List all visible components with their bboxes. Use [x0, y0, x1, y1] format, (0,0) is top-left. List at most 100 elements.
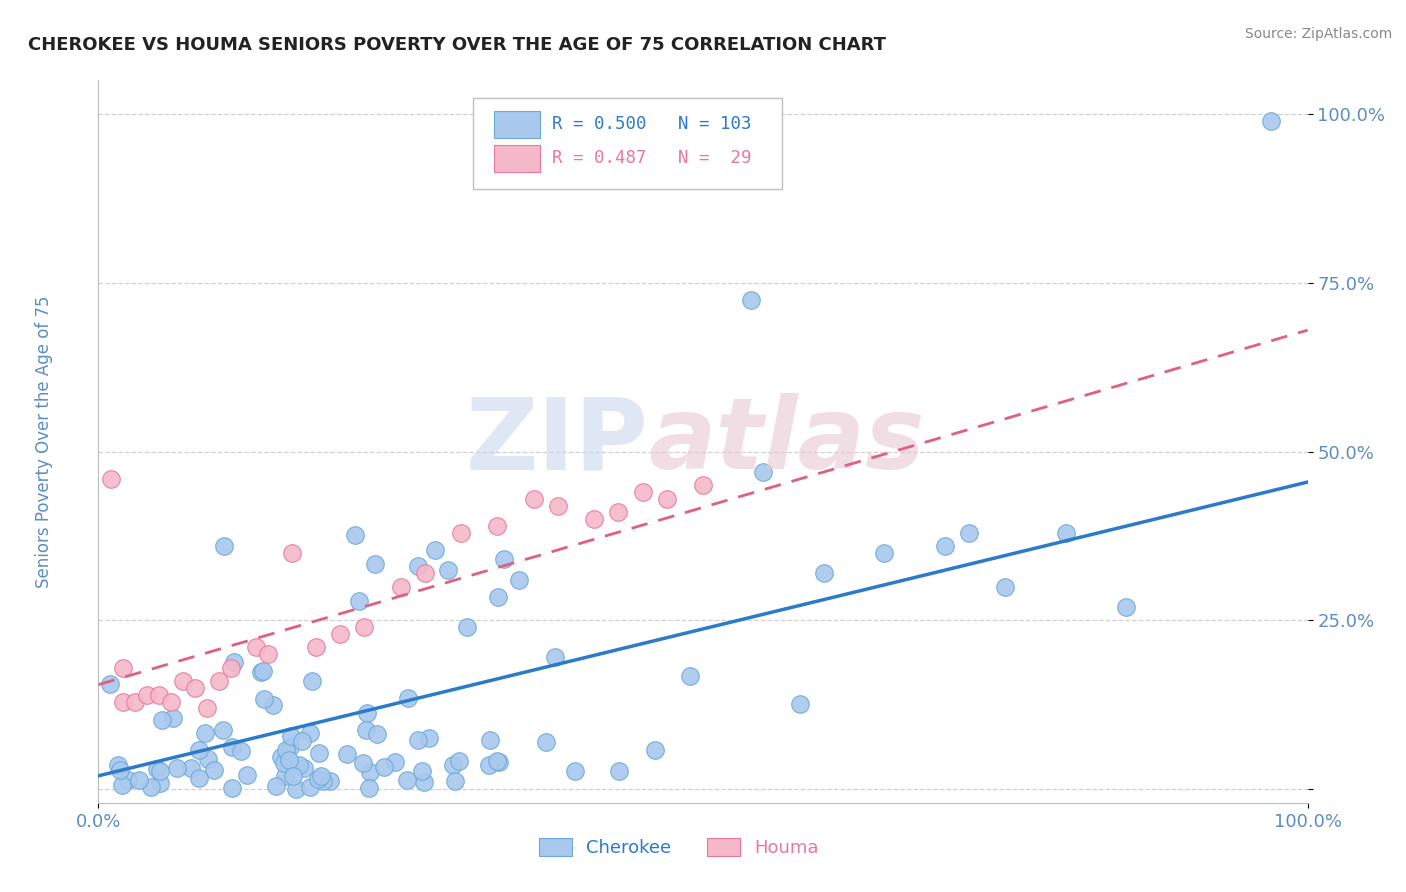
- Point: [494, 552, 516, 566]
- Point: [298, 780, 321, 794]
- Point: [264, 780, 287, 794]
- Text: Seniors Poverty Over the Age of 75: Seniors Poverty Over the Age of 75: [35, 295, 53, 588]
- Point: [353, 620, 375, 634]
- Point: [202, 763, 225, 777]
- Point: [194, 726, 217, 740]
- Point: [740, 293, 762, 307]
- Point: [408, 558, 430, 573]
- Point: [679, 669, 702, 683]
- Point: [359, 764, 381, 779]
- Point: [486, 754, 509, 768]
- Point: [309, 769, 332, 783]
- Text: Source: ZipAtlas.com: Source: ZipAtlas.com: [1244, 27, 1392, 41]
- Point: [934, 539, 956, 553]
- Point: [813, 566, 835, 581]
- Point: [148, 688, 170, 702]
- Point: [278, 739, 301, 754]
- Point: [547, 499, 569, 513]
- Point: [343, 527, 366, 541]
- Point: [111, 661, 134, 675]
- Point: [281, 546, 304, 560]
- Point: [305, 640, 328, 655]
- Point: [329, 627, 352, 641]
- Point: [307, 772, 329, 786]
- Point: [450, 525, 472, 540]
- Point: [98, 677, 121, 691]
- Point: [789, 697, 811, 711]
- Point: [692, 478, 714, 492]
- Point: [544, 650, 567, 665]
- Point: [352, 756, 374, 770]
- Point: [752, 465, 775, 479]
- Point: [396, 691, 419, 706]
- Point: [413, 774, 436, 789]
- Point: [150, 713, 173, 727]
- Point: [366, 726, 388, 740]
- Point: [149, 764, 172, 779]
- Point: [187, 771, 209, 785]
- Point: [221, 661, 243, 675]
- Point: [110, 763, 132, 777]
- Point: [508, 573, 530, 587]
- Point: [229, 744, 252, 758]
- FancyBboxPatch shape: [474, 98, 782, 189]
- Point: [357, 780, 380, 795]
- Point: [149, 776, 172, 790]
- Point: [356, 706, 378, 720]
- Point: [111, 694, 134, 708]
- Point: [486, 590, 509, 604]
- Point: [107, 757, 129, 772]
- Point: [523, 491, 546, 506]
- Point: [291, 734, 314, 748]
- Point: [111, 778, 134, 792]
- Point: [389, 580, 412, 594]
- Point: [425, 542, 447, 557]
- Point: [564, 764, 586, 778]
- Point: [262, 698, 284, 712]
- Point: [607, 764, 630, 778]
- Point: [395, 772, 418, 787]
- Point: [301, 673, 323, 688]
- Point: [172, 674, 194, 689]
- Point: [607, 505, 630, 519]
- Text: R = 0.487   N =  29: R = 0.487 N = 29: [551, 149, 751, 168]
- Point: [274, 769, 297, 783]
- Point: [1054, 525, 1077, 540]
- Point: [221, 740, 243, 755]
- Point: [631, 485, 654, 500]
- Point: [655, 491, 678, 506]
- Point: [252, 692, 274, 706]
- Point: [100, 472, 122, 486]
- Point: [356, 723, 378, 737]
- Point: [299, 726, 322, 740]
- Point: [214, 539, 236, 553]
- Point: [283, 769, 305, 783]
- Point: [319, 774, 342, 789]
- Point: [274, 743, 297, 757]
- Point: [488, 755, 510, 769]
- Point: [208, 674, 231, 689]
- Point: [224, 655, 246, 669]
- Point: [124, 694, 146, 708]
- Point: [221, 780, 243, 795]
- Point: [347, 594, 370, 608]
- Point: [373, 760, 395, 774]
- Point: [534, 735, 557, 749]
- Point: [292, 761, 315, 775]
- Point: [308, 747, 330, 761]
- Point: [364, 558, 387, 572]
- Point: [166, 761, 188, 775]
- Point: [411, 764, 433, 778]
- Text: ZIP: ZIP: [465, 393, 648, 490]
- Point: [280, 729, 302, 743]
- Point: [994, 580, 1017, 594]
- Point: [270, 749, 292, 764]
- Point: [583, 512, 606, 526]
- Bar: [494, 111, 540, 138]
- Text: R = 0.500   N = 103: R = 0.500 N = 103: [551, 115, 751, 133]
- Point: [441, 758, 464, 772]
- Point: [117, 772, 139, 787]
- Point: [312, 774, 335, 789]
- Text: CHEROKEE VS HOUMA SENIORS POVERTY OVER THE AGE OF 75 CORRELATION CHART: CHEROKEE VS HOUMA SENIORS POVERTY OVER T…: [28, 36, 886, 54]
- Point: [456, 620, 478, 634]
